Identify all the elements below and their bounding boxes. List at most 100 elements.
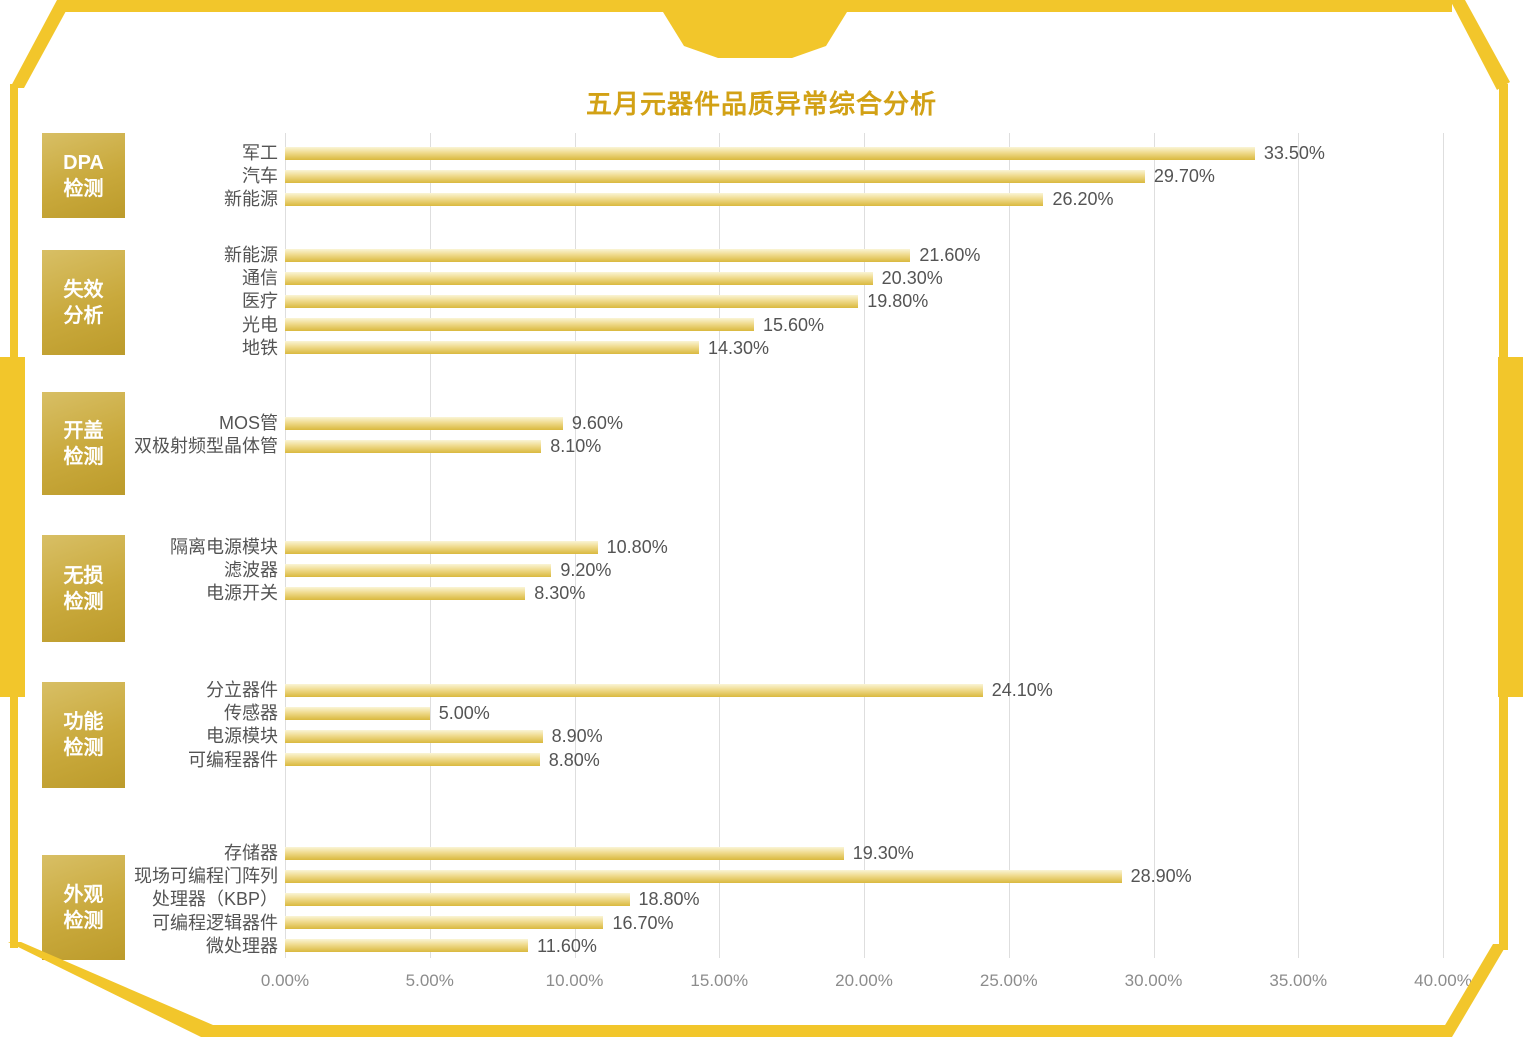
- group-badge-2: 失效 分析: [42, 250, 125, 355]
- group-badge-3: 开盖 检测: [42, 392, 125, 495]
- axis-tick-label: 0.00%: [260, 971, 310, 990]
- bar: [285, 540, 598, 554]
- group-badge-label: 开盖: [63, 419, 104, 442]
- chart-title: 五月元器件品质异常综合分析: [585, 89, 937, 119]
- bar: [285, 706, 430, 720]
- bar: [285, 892, 630, 906]
- bar-value-label: 11.60%: [537, 935, 597, 956]
- bar-value-label: 26.20%: [1052, 189, 1114, 210]
- axis-tick-label: 25.00%: [979, 971, 1038, 990]
- axis-tick-label: 15.00%: [690, 971, 749, 990]
- bar: [285, 169, 1145, 183]
- category-label: 光电: [242, 314, 278, 335]
- category-label: 处理器（KBP）: [151, 889, 278, 910]
- group-badge-5: 功能 检测: [42, 682, 125, 788]
- group-badge-label: 无损: [63, 564, 104, 587]
- category-label: 电源开关: [206, 583, 278, 604]
- bar-value-label: 20.30%: [881, 268, 943, 289]
- category-label: 可编程器件: [188, 749, 278, 770]
- category-label: 医疗: [242, 291, 278, 312]
- category-label: 新能源: [224, 245, 278, 265]
- bar-value-label: 19.30%: [852, 843, 914, 863]
- axis-tick-label: 35.00%: [1269, 971, 1328, 990]
- bar: [285, 439, 542, 453]
- group-badge-label: 检测: [63, 445, 104, 468]
- bar: [285, 846, 844, 860]
- bar: [285, 586, 526, 600]
- axis-tick-label: 5.00%: [405, 971, 454, 990]
- bar-value-label: 28.90%: [1130, 866, 1192, 887]
- category-label: 现场可编程门阵列: [134, 866, 278, 887]
- bar: [285, 683, 983, 697]
- group-badge-label: 外观: [63, 883, 104, 906]
- bar: [285, 341, 699, 355]
- bar-value-label: 8.90%: [551, 726, 603, 747]
- category-label: 地铁: [242, 337, 278, 358]
- bar: [285, 271, 873, 285]
- bar: [285, 294, 859, 308]
- bar: [285, 192, 1044, 206]
- bar-value-label: 8.80%: [548, 749, 600, 770]
- bar-value-label: 29.70%: [1153, 166, 1215, 187]
- group-badge-label: 检测: [63, 909, 104, 932]
- group-badge-label: 功能: [63, 711, 104, 733]
- gridline: [1008, 133, 1010, 958]
- group-badge-label: 失效: [63, 278, 104, 301]
- category-label: 电源模块: [206, 726, 278, 747]
- bar-value-label: 21.60%: [919, 245, 981, 265]
- category-label: 传感器: [224, 703, 278, 724]
- axis-tick-label: 30.00%: [1124, 971, 1183, 990]
- category-label: 隔离电源模块: [170, 537, 278, 557]
- group-badge-label: 分析: [63, 304, 104, 327]
- bar-value-label: 18.80%: [638, 889, 700, 910]
- bar-value-label: 33.50%: [1263, 143, 1325, 163]
- bar: [285, 248, 911, 262]
- category-label: 分立器件: [206, 680, 278, 700]
- category-label: 新能源: [224, 189, 278, 210]
- bar: [285, 563, 552, 577]
- group-badge-label: 检测: [63, 737, 104, 759]
- bar: [285, 753, 540, 767]
- category-label: 存储器: [224, 843, 278, 863]
- gridline: [1443, 133, 1444, 958]
- gridline: [1153, 133, 1155, 958]
- bar-value-label: 15.60%: [762, 314, 825, 335]
- gridline: [719, 133, 721, 958]
- gridline: [864, 133, 865, 958]
- bar-value-label: 19.80%: [867, 291, 929, 312]
- group-badge-label: 检测: [63, 590, 104, 613]
- axis-tick-label: 10.00%: [545, 971, 604, 990]
- bar-value-label: 16.70%: [612, 912, 674, 933]
- group-badge-4: 无损 检测: [42, 535, 125, 642]
- bar: [285, 416, 563, 430]
- bar-value-label: 8.30%: [534, 583, 586, 604]
- group-badge-label: DPA: [63, 151, 104, 174]
- bar-value-label: 5.00%: [438, 703, 490, 724]
- category-label: 军工: [242, 143, 278, 163]
- bar: [285, 916, 604, 930]
- category-label: 可编程逻辑器件: [152, 912, 278, 933]
- group-badge-6: 外观 检测: [42, 855, 125, 960]
- group-badge-1: DPA 检测: [42, 133, 125, 218]
- bar: [285, 318, 754, 332]
- bar-value-label: 10.80%: [606, 537, 668, 557]
- category-label: 滤波器: [224, 560, 278, 581]
- bar: [285, 146, 1255, 160]
- bar-value-label: 9.60%: [571, 413, 623, 433]
- bar: [285, 869, 1122, 883]
- category-label: 通信: [242, 268, 278, 289]
- gridline: [1298, 133, 1300, 958]
- axis-tick-label: 20.00%: [835, 971, 893, 990]
- category-label: MOS管: [218, 413, 278, 433]
- category-label: 微处理器: [206, 935, 278, 956]
- bar: [285, 939, 529, 953]
- bar: [285, 729, 543, 743]
- category-label: 双极射频型晶体管: [134, 436, 278, 457]
- bar-value-label: 24.10%: [991, 680, 1053, 700]
- group-badge-label: 检测: [63, 177, 104, 200]
- bar-value-label: 14.30%: [707, 337, 770, 358]
- category-label: 汽车: [242, 166, 278, 187]
- axis-tick-label: 40.00%: [1414, 971, 1472, 990]
- bar-value-label: 9.20%: [560, 560, 612, 581]
